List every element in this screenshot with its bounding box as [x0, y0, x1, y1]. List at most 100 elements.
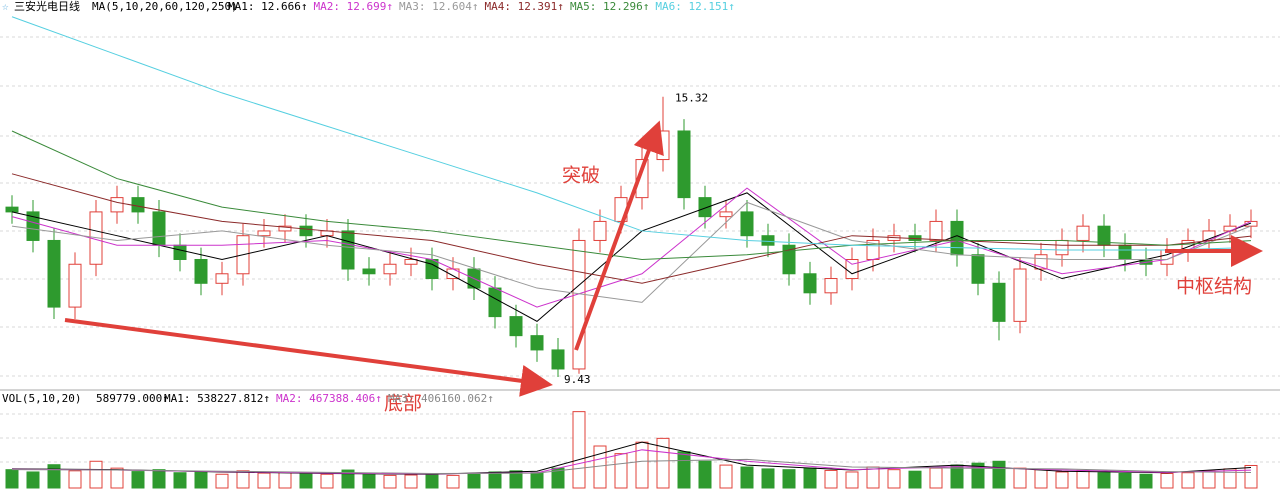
candle-body	[341, 230, 355, 270]
candle-body	[278, 225, 292, 232]
candle-body	[761, 235, 775, 246]
volume-bar	[152, 469, 166, 489]
volume-bar	[47, 464, 61, 489]
ma-line	[11, 173, 1252, 284]
annotation: 突破	[562, 165, 600, 187]
volume-bar	[992, 460, 1006, 489]
candle-body	[845, 258, 859, 280]
candle-body	[635, 159, 649, 199]
legend-entry: MA4: 12.391↑	[484, 0, 563, 13]
legend-entry: MA5: 12.296↑	[570, 0, 649, 13]
candle-body	[971, 254, 985, 284]
volume-bar	[677, 451, 691, 489]
candle-body	[362, 268, 376, 275]
volume-bar	[761, 468, 775, 489]
candle-body	[593, 220, 607, 241]
candle-body	[656, 130, 670, 161]
annotation: 底部	[384, 393, 422, 415]
volume-bar	[467, 473, 481, 489]
candle-body	[26, 211, 40, 241]
volume-bar	[278, 471, 292, 489]
candle-body	[551, 349, 565, 370]
volume-bar	[635, 441, 649, 489]
candle-body	[782, 244, 796, 275]
volume-bar	[383, 474, 397, 489]
volume-bar	[1160, 472, 1174, 489]
volume-bar	[131, 471, 145, 489]
legend-entry: MA3: 12.604↑	[399, 0, 478, 13]
volume-bar	[68, 470, 82, 489]
chart-title: 三安光电日线	[14, 0, 80, 13]
volume-bar	[236, 470, 250, 489]
volume-bar	[488, 471, 502, 489]
volume-bar	[971, 462, 985, 489]
candle-body	[677, 130, 691, 199]
volume-bar	[509, 470, 523, 489]
volume-bar	[215, 473, 229, 489]
candle-body	[1013, 268, 1027, 322]
volume-bar	[341, 469, 355, 489]
volume-bar	[1055, 471, 1069, 489]
volume-bar	[1139, 473, 1153, 489]
volume-bar	[1202, 470, 1216, 489]
candle-body	[530, 335, 544, 351]
candle-body	[194, 258, 208, 284]
candle-body	[572, 239, 586, 370]
candle-body	[1076, 225, 1090, 241]
volume-bar	[803, 467, 817, 489]
volume-bar	[929, 467, 943, 489]
volume-bar	[572, 411, 586, 489]
volume-bar	[425, 472, 439, 489]
volume-bar	[530, 472, 544, 489]
candle-body	[68, 263, 82, 308]
volume-value: 589779.000↑	[96, 392, 169, 405]
star-icon: ☆	[2, 0, 9, 13]
volume-bar	[110, 467, 124, 489]
volume-bar	[614, 453, 628, 489]
volume-bar	[5, 469, 19, 489]
volume-bar	[320, 473, 334, 489]
candle-body	[1118, 244, 1132, 260]
volume-bar	[89, 460, 103, 489]
candle-body	[152, 211, 166, 246]
volume-bar	[257, 472, 271, 489]
ma-line	[11, 130, 1252, 260]
volume-bar	[404, 474, 418, 489]
subtitle: MA(5,10,20,60,120,250)	[92, 0, 238, 13]
high-label: 15.32	[675, 92, 708, 105]
ma-line	[11, 458, 1252, 474]
candle-body	[950, 220, 964, 256]
candle-body	[404, 258, 418, 265]
candle-body	[803, 273, 817, 294]
volume-bar	[698, 460, 712, 489]
volume-bar	[887, 469, 901, 489]
volume-bar	[1013, 467, 1027, 489]
volume-bar	[1097, 472, 1111, 489]
volume-bar	[1076, 469, 1090, 489]
candle-body	[299, 225, 313, 237]
candle-body	[47, 239, 61, 308]
arrows	[64, 120, 1263, 397]
ma-line	[11, 192, 1252, 322]
volume-bar	[1118, 472, 1132, 489]
candle-body	[110, 197, 124, 213]
candle-body	[425, 258, 439, 280]
ma-line	[11, 201, 1252, 303]
grid	[0, 36, 1280, 463]
volume-bar	[719, 464, 733, 489]
volume-bar	[194, 471, 208, 489]
legend-entry: MA6: 12.151↑	[655, 0, 734, 13]
legend-entry: MA1: 12.666↑	[228, 0, 307, 13]
volume-bar	[1244, 464, 1258, 489]
volume-bar	[1181, 472, 1195, 489]
volume-bar	[173, 472, 187, 489]
annotation: 中枢结构	[1176, 276, 1252, 298]
candle-body	[215, 273, 229, 284]
volume-bar	[1034, 469, 1048, 489]
volume-bar	[26, 471, 40, 489]
legend-entry: MA1: 538227.812↑	[164, 392, 270, 405]
candle-body	[5, 206, 19, 213]
volume-bar	[362, 474, 376, 489]
legend-entry: MA2: 12.699↑	[313, 0, 392, 13]
volume-bar	[866, 466, 880, 489]
